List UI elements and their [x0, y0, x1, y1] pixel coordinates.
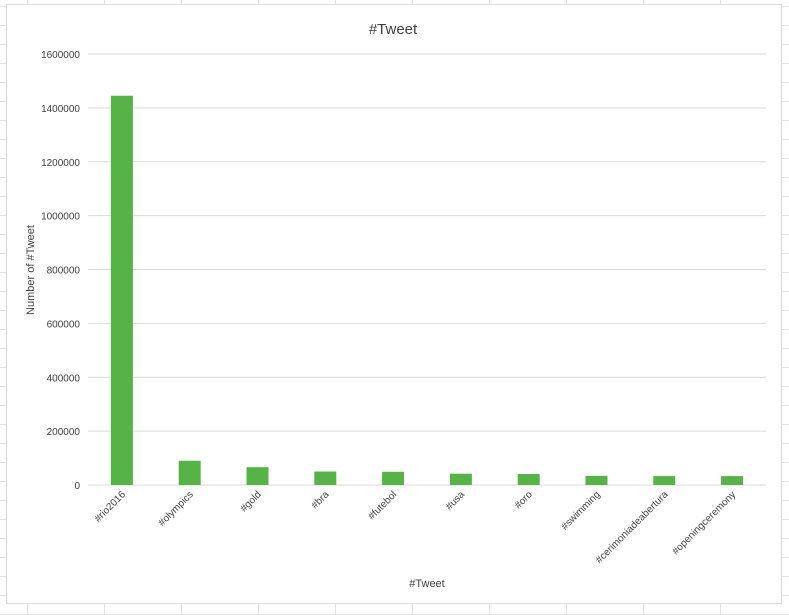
bar-5[interactable]	[449, 473, 472, 485]
x-tick-labels: #rio2016 #olympics #gold #bra #futebol #usa #o…	[93, 489, 739, 566]
chart-frame[interactable]	[6, 4, 782, 604]
chart-title: #Tweet	[369, 21, 418, 38]
y-tick-label-1: 200000	[47, 427, 81, 438]
y-tick-label-4: 800000	[47, 266, 81, 277]
bar-1[interactable]	[178, 460, 201, 485]
y-tick-label-7: 1400000	[41, 104, 80, 115]
y-tick-label-8: 1600000	[41, 50, 80, 61]
x-axis-title: #Tweet	[409, 578, 444, 590]
x-tick-label-5: #usa	[444, 489, 467, 512]
y-tick-label-3: 600000	[47, 319, 81, 330]
bar-2[interactable]	[246, 467, 269, 485]
x-tick-label-7: #swimming	[559, 489, 602, 532]
y-tick-label-6: 1200000	[41, 158, 80, 169]
x-tick-label-2: #gold	[239, 489, 264, 514]
y-tick-label-5: 1000000	[41, 212, 80, 223]
x-tick-label-3: #bra	[309, 489, 331, 511]
y-axis-title: Number of #Tweet	[25, 225, 37, 315]
y-tick-label-2: 400000	[47, 373, 81, 384]
bar-6[interactable]	[517, 473, 540, 485]
bar-8[interactable]	[653, 476, 676, 485]
y-tick-labels: 0 200000 400000 600000 800000 1000000 1200000 1…	[41, 50, 80, 492]
bar-4[interactable]	[382, 471, 405, 485]
bars	[110, 95, 744, 486]
x-tick-label-4: #futebol	[366, 489, 399, 522]
bar-0[interactable]	[110, 95, 133, 486]
gridlines	[88, 53, 766, 486]
x-tick-label-6: #oro	[513, 489, 535, 511]
bar-9[interactable]	[721, 476, 744, 485]
x-tick-label-8: #cerimoniadeabertura	[594, 489, 671, 566]
bar-7[interactable]	[585, 475, 608, 485]
x-tick-label-1: #olympics	[157, 489, 196, 528]
bar-3[interactable]	[314, 471, 337, 485]
x-tick-label-9: #openingceremony	[670, 489, 738, 557]
x-tick-label-0: #rio2016	[93, 489, 129, 525]
y-tick-label-0: 0	[74, 481, 80, 492]
